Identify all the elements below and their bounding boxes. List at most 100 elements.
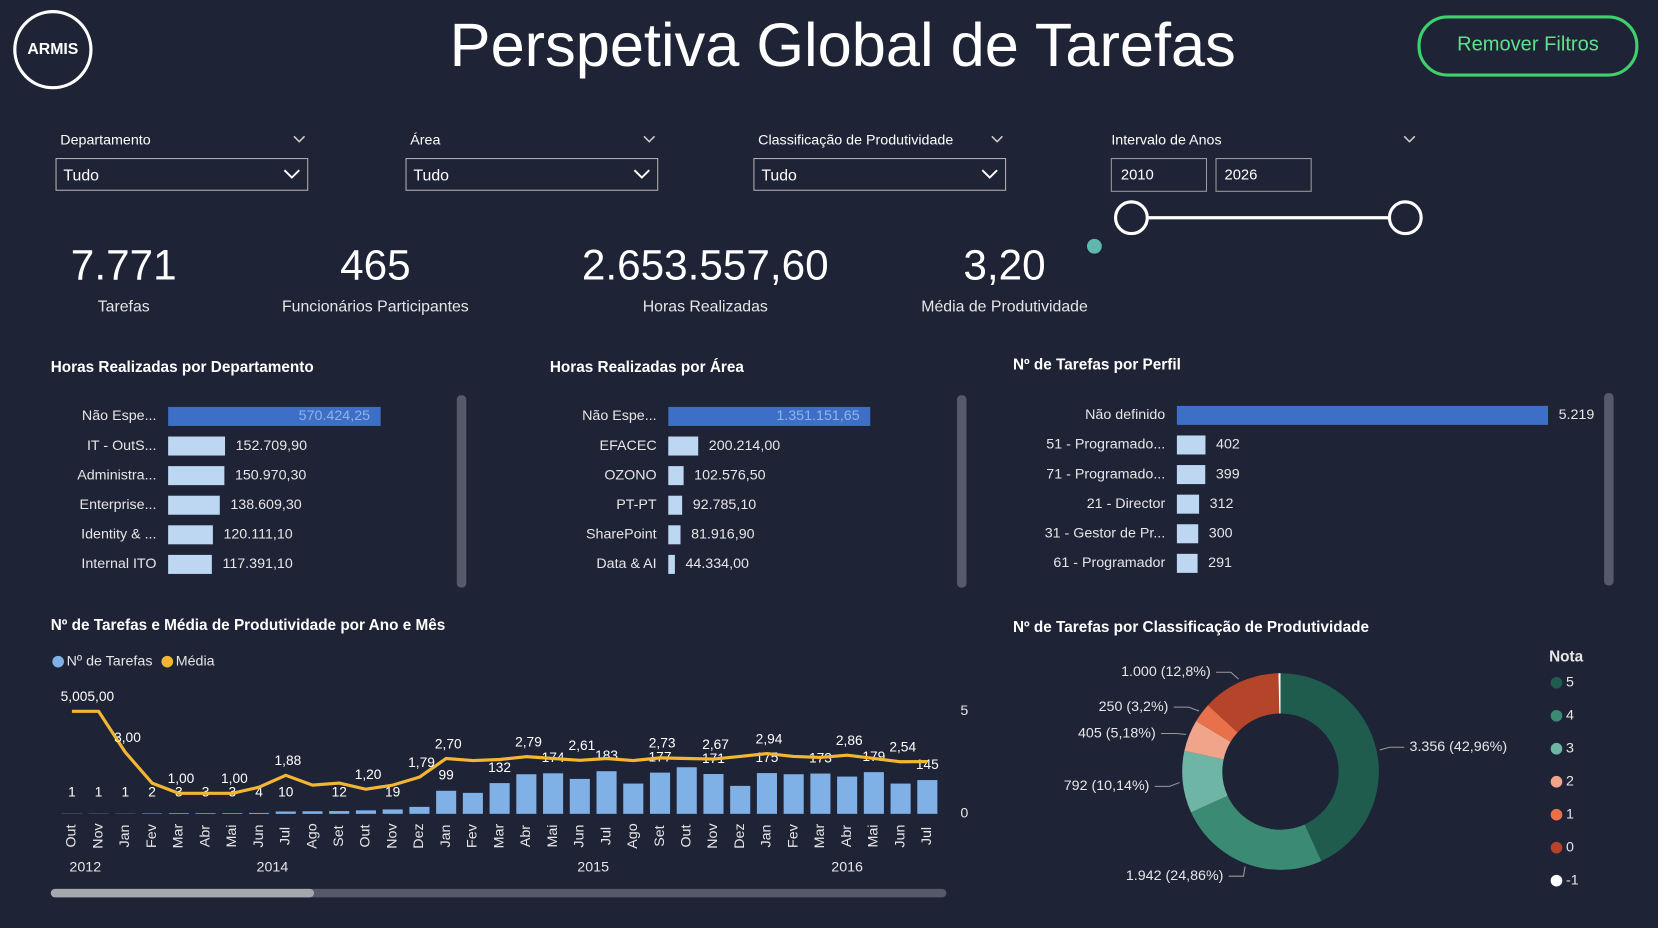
line-value-label: 2,67 <box>702 737 729 752</box>
x-tick-label: Jun <box>572 825 588 848</box>
dropdown[interactable] <box>753 158 1007 191</box>
category-label: 31 - Gestor de Pr... <box>1045 526 1166 542</box>
bar <box>168 495 220 515</box>
bar <box>462 792 483 814</box>
legend-label: 1 <box>1566 806 1574 822</box>
scrollbar[interactable] <box>456 395 467 588</box>
line-value-label: 2,94 <box>756 731 783 746</box>
donut-slice <box>1196 705 1238 742</box>
bar-value-label: 12 <box>332 784 347 799</box>
x-tick-label: Abr <box>518 825 534 847</box>
dropdown-value[interactable]: Tudo <box>413 168 449 185</box>
h-scrollbar-thumb[interactable] <box>50 888 315 898</box>
bar <box>409 806 430 814</box>
bar <box>863 772 884 814</box>
kpi-value: 2.653.557,60 <box>582 242 829 289</box>
line-value-label: 2,61 <box>569 738 596 753</box>
category-label: 61 - Programador <box>1053 555 1165 571</box>
slice-label: 250 (3,2%) <box>1099 699 1169 715</box>
chart-title: Nº de Tarefas por Perfil <box>1013 357 1181 374</box>
category-label: Identity & ... <box>81 527 156 543</box>
slice-label: 405 (5,18%) <box>1078 725 1156 741</box>
dropdown-chevron[interactable] <box>283 169 300 179</box>
bar <box>248 812 270 814</box>
bar <box>668 436 699 456</box>
filter-label: Classificação de Produtividade <box>758 132 953 148</box>
bar <box>756 773 777 814</box>
bar-value-label: 4 <box>255 784 263 799</box>
value-label: 150.970,30 <box>235 467 306 483</box>
bar <box>837 776 858 814</box>
scrollbar[interactable] <box>1604 393 1614 586</box>
category-label: 71 - Programado... <box>1046 466 1165 482</box>
bar <box>168 466 225 486</box>
x-tick-label: Fev <box>144 823 160 848</box>
kpis: 7.771 Tarefas 465 Funcionários Participante… <box>71 242 1088 316</box>
chart-title: Nº de Tarefas e Média de Produtividade p… <box>51 617 446 634</box>
year-from[interactable]: 2010 <box>1121 167 1154 183</box>
chevron[interactable] <box>991 135 1003 143</box>
donut-slice <box>1191 795 1322 870</box>
category-label: Não definido <box>1085 407 1165 423</box>
bar-value-label: 2 <box>148 784 156 799</box>
dropdown-chevron[interactable] <box>981 169 998 179</box>
chevron[interactable] <box>293 135 306 143</box>
dropdown-value[interactable]: Tudo <box>761 168 797 185</box>
year-to[interactable]: 2026 <box>1224 167 1257 183</box>
year-label: 2015 <box>577 860 609 876</box>
slice-label: 792 (10,14%) <box>1064 778 1150 794</box>
legend-label: Média <box>176 653 215 669</box>
dropdown-value[interactable]: Tudo <box>63 168 99 185</box>
bar <box>195 813 216 814</box>
bar <box>168 813 189 814</box>
x-tick-label: Jan <box>759 825 775 848</box>
value-label: 44.334,00 <box>685 556 749 572</box>
leader-line <box>1154 782 1180 787</box>
x-tick-label: Fev <box>465 823 481 848</box>
year-from-box[interactable] <box>1110 158 1208 192</box>
x-tick-label: Set <box>331 825 347 846</box>
bar <box>275 811 296 814</box>
logo-ring <box>13 10 93 90</box>
year-to-box[interactable] <box>1215 158 1312 192</box>
legend-marker <box>1550 709 1563 722</box>
chart-title: Horas Realizadas por Departamento <box>51 359 314 376</box>
year-label: 2014 <box>257 860 289 876</box>
slider-handle[interactable] <box>1113 200 1149 236</box>
filter-label: Intervalo de Anos <box>1111 132 1221 148</box>
chevron[interactable] <box>1403 135 1416 143</box>
bar <box>730 785 751 814</box>
line-value-label: 5,00 <box>61 689 88 704</box>
dropdown-chevron[interactable] <box>633 169 650 179</box>
legend-label: Nº de Tarefas <box>67 653 153 669</box>
button-label[interactable]: Remover Filtros <box>1457 34 1599 56</box>
bar <box>890 783 911 814</box>
bar-value-label: 145 <box>916 757 939 772</box>
x-tick-label: Mai <box>545 825 561 848</box>
line-value-label: 1,20 <box>355 767 382 782</box>
bar <box>543 773 564 814</box>
x-tick-label: Mai <box>866 825 882 848</box>
scrollbar[interactable] <box>956 395 967 588</box>
donut-slice <box>1280 673 1379 861</box>
legend-title: Nota <box>1549 648 1584 665</box>
bar <box>1176 494 1200 514</box>
y2-tick-label: 5 <box>960 703 968 719</box>
category-label: SharePoint <box>586 527 657 543</box>
chevron[interactable] <box>643 135 656 143</box>
legend-marker <box>1550 841 1563 854</box>
category-label: IT - OutS... <box>87 438 157 454</box>
x-tick-label: Out <box>358 825 374 848</box>
remove-filters-button[interactable]: Remover Filtros <box>1417 15 1639 77</box>
dropdown[interactable] <box>55 158 309 191</box>
line <box>71 709 928 795</box>
category-label: OZONO <box>604 467 656 483</box>
line-value-label: 2,79 <box>515 735 542 750</box>
x-tick-label: Set <box>652 825 668 846</box>
slider-handle[interactable] <box>1387 200 1423 236</box>
dropdown[interactable] <box>405 158 659 191</box>
bar-value-label: 183 <box>595 748 618 763</box>
button-outline[interactable] <box>1417 15 1639 77</box>
line-value-label: 2,54 <box>889 740 916 755</box>
